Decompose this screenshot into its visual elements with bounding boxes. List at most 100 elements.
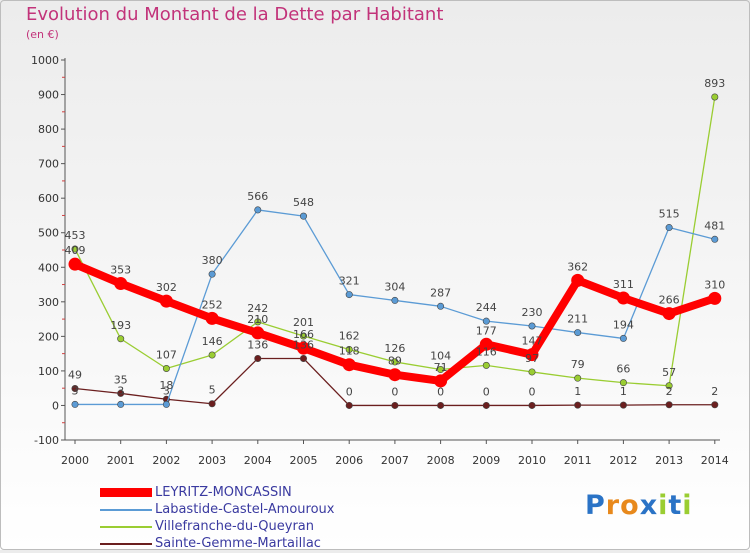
data-point — [71, 245, 79, 253]
data-point — [665, 401, 673, 409]
data-point — [299, 354, 307, 362]
data-point — [711, 93, 719, 101]
data-point — [391, 401, 399, 409]
data-point — [117, 400, 125, 408]
x-tick-label: 2013 — [655, 454, 683, 467]
data-label: 146 — [202, 335, 223, 348]
data-label: 515 — [659, 208, 680, 221]
data-point — [574, 401, 582, 409]
data-label: 1 — [574, 385, 581, 398]
data-label: 147 — [522, 335, 543, 348]
data-label: 321 — [339, 275, 360, 288]
data-label: 2 — [711, 385, 718, 398]
data-label: 35 — [114, 373, 128, 386]
data-point — [528, 401, 536, 409]
data-point — [162, 364, 170, 372]
data-label: 177 — [476, 324, 497, 337]
data-point — [616, 291, 630, 305]
data-point — [297, 341, 310, 355]
y-tick-label: 200 — [38, 330, 59, 343]
data-point — [482, 401, 490, 409]
data-point — [525, 348, 539, 362]
data-label: 0 — [346, 385, 353, 398]
data-point — [482, 317, 490, 325]
logo-letter: i — [682, 490, 693, 521]
data-point — [662, 307, 676, 321]
data-label: 3 — [163, 384, 170, 397]
data-point — [251, 326, 265, 340]
proxiti-logo: Proxiti — [585, 490, 693, 521]
data-label: 353 — [110, 264, 131, 277]
data-point — [437, 366, 445, 374]
x-tick-label: 2001 — [107, 454, 135, 467]
data-label: 89 — [388, 355, 402, 368]
data-label: 49 — [68, 369, 82, 382]
data-label: 107 — [156, 348, 177, 361]
data-point — [711, 401, 719, 409]
data-point — [528, 322, 536, 330]
data-label: 566 — [247, 190, 268, 203]
x-tick-label: 2004 — [244, 454, 272, 467]
data-label: 136 — [247, 338, 268, 351]
legend-swatch — [100, 509, 152, 511]
y-tick-label: 500 — [38, 227, 59, 240]
data-point — [619, 334, 627, 342]
x-tick-label: 2005 — [290, 454, 318, 467]
data-point — [71, 385, 79, 393]
data-point — [254, 206, 262, 214]
data-label: 116 — [476, 345, 497, 358]
legend-swatch — [100, 488, 152, 497]
data-label: 3 — [72, 384, 79, 397]
data-label: 252 — [202, 298, 223, 311]
data-point — [68, 257, 82, 271]
x-tick-label: 2011 — [564, 454, 592, 467]
data-label: 3 — [117, 384, 124, 397]
data-label: 0 — [483, 385, 490, 398]
data-label: 71 — [434, 361, 448, 374]
data-label: 311 — [613, 278, 634, 291]
y-tick-label: 600 — [38, 192, 59, 205]
legend-label: Villefranche-du-Queyran — [155, 519, 315, 534]
y-tick-label: 100 — [38, 365, 59, 378]
data-point — [117, 335, 125, 343]
y-tick-label: 800 — [38, 123, 59, 136]
data-label: 126 — [384, 342, 405, 355]
line-chart: -100010020030040050060070080090010002000… — [31, 54, 729, 467]
data-label: 193 — [110, 319, 131, 332]
data-label: 57 — [662, 366, 676, 379]
data-point — [208, 351, 216, 359]
data-point — [708, 291, 722, 305]
data-point — [117, 389, 125, 397]
chart-title: Evolution du Montant de la Dette par Hab… — [26, 4, 444, 25]
y-tick-label: 900 — [38, 89, 59, 102]
data-label: 230 — [522, 306, 543, 319]
data-label: 287 — [430, 286, 451, 299]
data-label: 104 — [430, 350, 451, 363]
x-tick-label: 2012 — [609, 454, 637, 467]
data-label: 210 — [247, 313, 268, 326]
x-tick-label: 2006 — [335, 454, 363, 467]
chart-subtitle: (en €) — [26, 28, 59, 41]
data-label: 0 — [529, 385, 536, 398]
legend-swatch — [100, 526, 152, 528]
x-tick-label: 2000 — [61, 454, 89, 467]
data-point — [391, 358, 399, 366]
data-point — [391, 296, 399, 304]
data-label: 194 — [613, 318, 634, 331]
data-label: 266 — [659, 294, 680, 307]
data-point — [619, 401, 627, 409]
y-tick-label: 300 — [38, 296, 59, 309]
data-point — [482, 361, 490, 369]
data-point — [665, 382, 673, 390]
data-point — [665, 224, 673, 232]
data-point — [345, 291, 353, 299]
data-point — [345, 401, 353, 409]
x-tick-label: 2007 — [381, 454, 409, 467]
data-label: 0 — [437, 385, 444, 398]
logo-letter: t — [668, 490, 683, 521]
data-label: 211 — [567, 313, 588, 326]
data-label: 136 — [293, 338, 314, 351]
data-label: 5 — [209, 384, 216, 397]
x-tick-label: 2009 — [472, 454, 500, 467]
data-point — [571, 273, 585, 287]
